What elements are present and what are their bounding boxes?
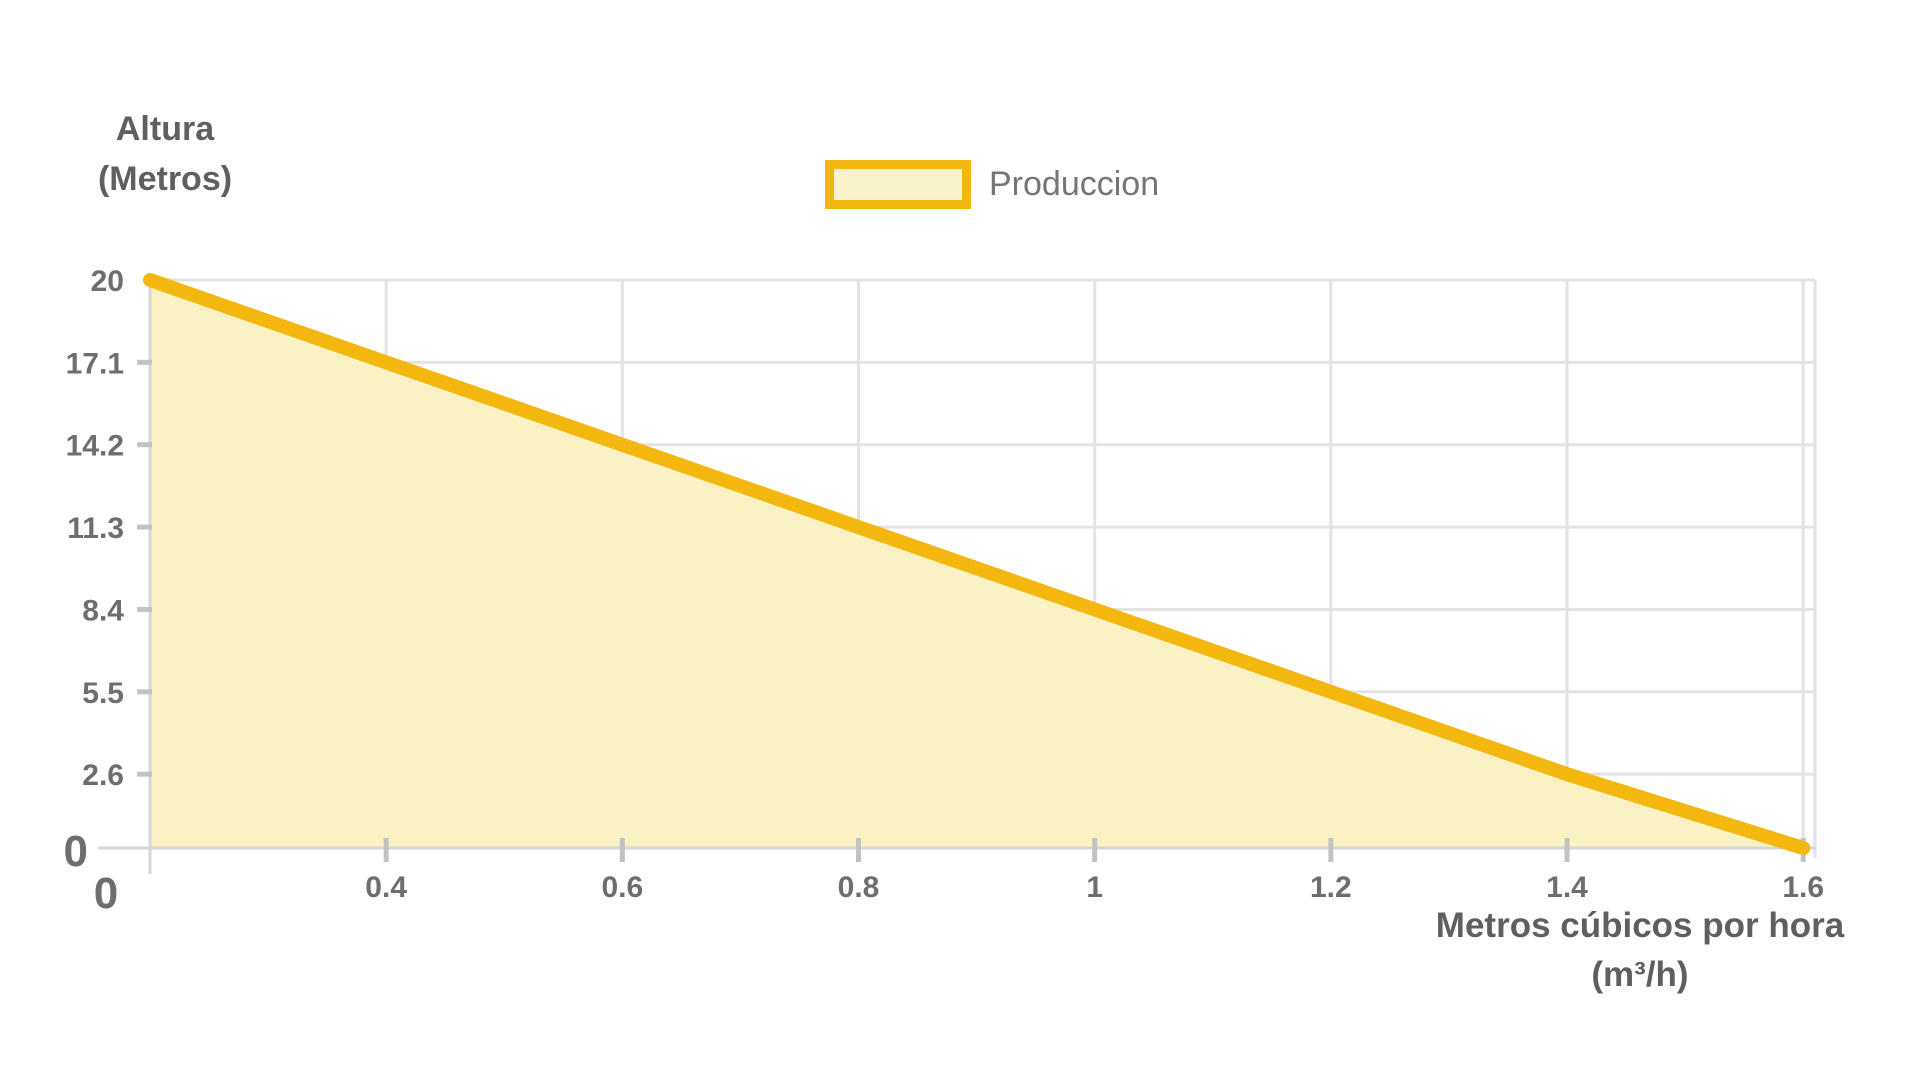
y-origin-label: 0 [64,827,88,876]
x-axis-title-line2: (m³/h) [1591,955,1689,994]
x-axis-title-line1: Metros cúbicos por hora [1435,906,1845,945]
x-tick-label: 1.2 [1310,871,1352,904]
x-origin-label: 0 [94,869,118,918]
x-axis-title: Metros cúbicos por hora (m³/h) [1400,901,1880,999]
y-axis-title-line1: Altura [115,110,215,148]
y-tick-label: 11.3 [67,512,124,545]
x-tick-label: 1.4 [1546,871,1588,904]
y-axis-title: Altura (Metros) [60,104,270,204]
y-axis-title-line2: (Metros) [97,160,233,198]
x-tick-label: 0.8 [838,871,880,904]
y-tick-label: 5.5 [82,677,124,710]
legend-swatch-produccion [825,160,971,209]
y-tick-label: 17.1 [66,347,124,380]
legend: Produccion [825,160,1159,209]
x-tick-label: 0.6 [601,871,643,904]
x-tick-label: 1.6 [1782,871,1824,904]
x-tick-label: 1 [1086,871,1103,904]
x-tick-label: 0.4 [365,871,407,904]
y-tick-label: 2.6 [82,759,124,792]
legend-label: Produccion [989,165,1160,203]
y-tick-label: 8.4 [82,594,124,627]
series-area-produccion [150,280,1804,848]
y-tick-label: 20 [91,265,124,298]
y-tick-label: 14.2 [66,430,124,463]
series-line-produccion [143,273,1811,855]
